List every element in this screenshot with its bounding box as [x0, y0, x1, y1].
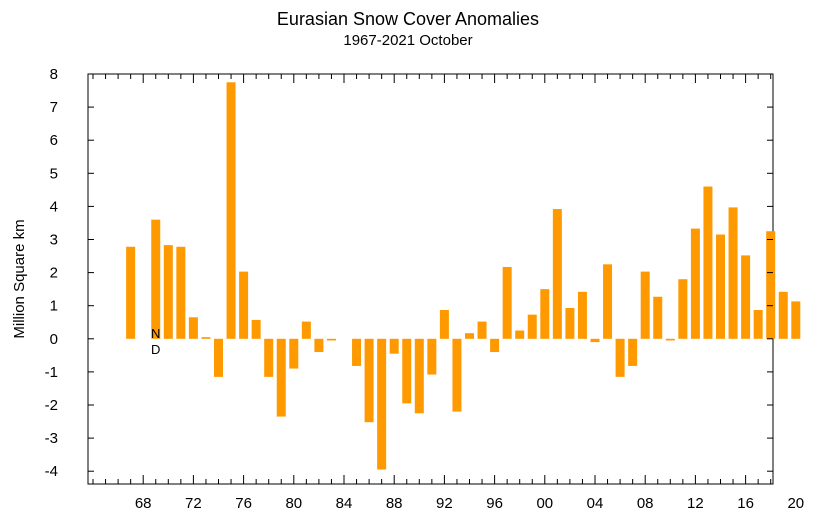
bar-1999 [527, 314, 537, 339]
bar-2000 [540, 289, 550, 339]
x-tick-label: 92 [436, 495, 453, 512]
bar-2008 [640, 271, 650, 339]
y-tick-label: 4 [50, 198, 58, 215]
bar-1976 [239, 271, 249, 339]
y-tick-label: 6 [50, 132, 58, 149]
bar-1988 [389, 338, 399, 354]
bar-2015 [728, 207, 738, 339]
bar-1987 [377, 338, 387, 470]
x-tick-label: 16 [737, 495, 754, 512]
bar-2006 [615, 338, 625, 377]
bar-1989 [402, 338, 412, 404]
bar-2005 [603, 264, 613, 339]
x-tick-label: 04 [587, 495, 604, 512]
bar-1970 [163, 245, 173, 339]
x-tick-label: 08 [637, 495, 654, 512]
x-tick-label: 20 [787, 495, 804, 512]
bar-1994 [465, 333, 474, 339]
chart-subtitle: 1967-2021 October [343, 32, 473, 49]
bar-1971 [176, 246, 186, 339]
y-axis-title: Million Square km [11, 219, 28, 338]
y-tick-label: 5 [50, 165, 58, 182]
bars-group [126, 82, 801, 470]
x-tick-label: 84 [336, 495, 353, 512]
bar-1981 [301, 321, 311, 339]
bar-1983 [326, 338, 336, 341]
y-tick-label: 0 [50, 331, 58, 348]
bar-2013 [703, 186, 713, 339]
bar-1977 [251, 319, 261, 339]
bar-2011 [678, 279, 688, 339]
x-tick-label: 76 [235, 495, 252, 512]
bar-1986 [364, 338, 374, 423]
plot-frame [87, 73, 774, 485]
bar-1992 [439, 310, 449, 339]
bar-2018 [766, 231, 776, 339]
bar-2017 [753, 310, 763, 339]
y-tick-label: 2 [50, 265, 58, 282]
bar-1980 [289, 338, 299, 369]
no-data-annotation-d: D [151, 342, 160, 357]
chart-title: Eurasian Snow Cover Anomalies [276, 9, 540, 29]
y-tick-label: -4 [45, 463, 58, 480]
x-tick-label: 88 [386, 495, 403, 512]
bar-1969 [151, 219, 161, 339]
bar-1991 [427, 338, 437, 375]
bar-2012 [690, 228, 700, 339]
x-axis: 68 72 76 80 84 88 92 96 00 04 08 12 16 20 [92, 74, 804, 512]
y-tick-label: -2 [45, 397, 58, 414]
y-tick-label: 7 [50, 99, 58, 116]
y-tick-label: -3 [45, 430, 58, 447]
bar-2016 [741, 255, 751, 339]
bar-1978 [264, 338, 274, 377]
bar-2010 [665, 338, 675, 341]
x-tick-label: 72 [185, 495, 202, 512]
bar-1975 [226, 82, 236, 339]
bar-1967 [126, 246, 136, 339]
bar-1990 [414, 338, 424, 414]
bar-2004 [590, 338, 600, 343]
y-axis: 8 7 6 5 4 3 2 1 0 -1 -2 -3 -4 [45, 66, 773, 480]
bar-1996 [490, 338, 500, 353]
bar-2003 [577, 291, 587, 339]
x-tick-label: 12 [687, 495, 704, 512]
bar-2020 [791, 301, 801, 339]
bar-1998 [515, 330, 525, 339]
y-tick-label: 3 [50, 232, 58, 249]
bar-2019 [778, 291, 788, 339]
bar-2014 [716, 234, 725, 339]
bar-1982 [314, 338, 324, 353]
x-tick-label: 96 [486, 495, 503, 512]
y-tick-label: 8 [50, 66, 58, 83]
y-tick-label: 1 [50, 298, 58, 315]
bar-2009 [653, 296, 663, 339]
y-tick-label: -1 [45, 364, 58, 381]
bar-2001 [552, 209, 562, 339]
no-data-annotation-n: N [151, 326, 160, 341]
x-tick-label: 80 [285, 495, 302, 512]
bar-1973 [201, 337, 211, 339]
bar-1995 [477, 321, 487, 339]
bar-2007 [628, 338, 638, 366]
x-tick-label: 00 [536, 495, 553, 512]
bar-1972 [188, 317, 198, 339]
bar-2002 [565, 308, 575, 339]
bar-1985 [352, 338, 362, 366]
bar-1997 [502, 266, 512, 339]
bar-1993 [452, 338, 462, 412]
x-tick-label: 68 [135, 495, 152, 512]
bar-1979 [276, 338, 286, 417]
bar-1974 [214, 338, 223, 377]
